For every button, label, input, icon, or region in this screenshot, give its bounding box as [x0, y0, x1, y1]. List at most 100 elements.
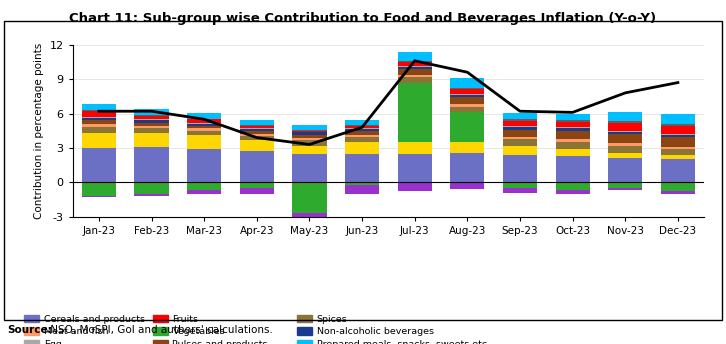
Bar [187, 190, 221, 194]
Bar [293, 154, 327, 182]
Bar [555, 127, 590, 128]
Bar [503, 121, 537, 126]
Bar [187, 126, 221, 128]
Food & Beverages [410, 59, 419, 63]
Food & Beverages [674, 80, 682, 85]
Bar [661, 137, 695, 147]
Bar [293, 182, 327, 213]
Legend: Cereals and products, Meat and fish, Egg, Milk and products, Oils and fats, Frui: Cereals and products, Meat and fish, Egg… [20, 311, 494, 344]
Bar [240, 133, 274, 136]
Bar [450, 95, 484, 97]
Bar [555, 114, 590, 120]
Bar [82, 104, 116, 110]
Bar [450, 182, 484, 189]
Bar [661, 192, 695, 194]
Bar [398, 61, 432, 62]
Bar [450, 107, 484, 112]
Bar [608, 143, 643, 146]
Bar [398, 69, 432, 75]
Bar [555, 156, 590, 182]
Bar [503, 119, 537, 121]
Food & Beverages [568, 110, 577, 115]
Bar [187, 128, 221, 131]
Bar [398, 142, 432, 154]
Bar [240, 120, 274, 125]
Bar [608, 121, 643, 123]
Food & Beverages [463, 70, 472, 74]
Food & Beverages [200, 117, 208, 121]
Bar [608, 123, 643, 131]
Bar [134, 126, 168, 128]
Bar [398, 154, 432, 182]
Bar [240, 129, 274, 131]
Bar [134, 182, 168, 194]
Food & Beverages [621, 91, 629, 95]
Bar [661, 133, 695, 135]
Bar [293, 132, 327, 135]
Bar [555, 149, 590, 156]
Bar [450, 152, 484, 182]
Bar [134, 128, 168, 133]
Bar [398, 75, 432, 77]
Bar [398, 83, 432, 142]
Bar [503, 188, 537, 193]
Bar [608, 158, 643, 182]
Bar [134, 147, 168, 182]
Bar [608, 131, 643, 132]
Bar [450, 89, 484, 94]
Bar [134, 123, 168, 126]
Bar [82, 124, 116, 127]
Bar [82, 120, 116, 124]
Food & Beverages [147, 109, 156, 113]
Bar [345, 185, 379, 194]
Bar [240, 125, 274, 126]
Bar [240, 151, 274, 182]
Bar [661, 126, 695, 133]
Bar [503, 139, 537, 146]
Bar [450, 88, 484, 89]
Bar [82, 182, 116, 196]
Bar [503, 182, 537, 188]
Y-axis label: Contribution in percentage points: Contribution in percentage points [34, 43, 44, 219]
Bar [503, 127, 537, 130]
Bar [345, 128, 379, 129]
Bar [661, 147, 695, 149]
Bar [82, 111, 116, 117]
Bar [345, 129, 379, 131]
Bar [555, 142, 590, 149]
Bar [450, 142, 484, 152]
Bar [240, 188, 274, 194]
Bar [661, 159, 695, 182]
Bar [345, 142, 379, 154]
Bar [398, 182, 432, 191]
Bar [450, 78, 484, 88]
Text: NSO, MoSPI, GoI and authors' calculations.: NSO, MoSPI, GoI and authors' calculation… [47, 325, 273, 335]
Bar [661, 124, 695, 126]
Bar [398, 77, 432, 83]
Bar [661, 149, 695, 155]
Bar [345, 135, 379, 137]
Bar [555, 120, 590, 121]
Bar [503, 137, 537, 139]
Bar [187, 119, 221, 123]
Bar [503, 126, 537, 127]
Bar [240, 136, 274, 140]
Bar [134, 194, 168, 195]
Bar [82, 110, 116, 111]
Bar [555, 121, 590, 127]
Bar [240, 182, 274, 188]
Bar [450, 112, 484, 142]
Bar [608, 152, 643, 158]
Bar [555, 139, 590, 142]
Bar [187, 123, 221, 124]
Bar [608, 112, 643, 121]
Bar [345, 137, 379, 142]
Bar [555, 131, 590, 139]
Bar [503, 113, 537, 119]
Food & Beverages [358, 125, 367, 129]
Bar [345, 125, 379, 126]
Bar [293, 125, 327, 130]
Bar [82, 118, 116, 120]
Food & Beverages [515, 109, 524, 113]
Bar [608, 146, 643, 152]
